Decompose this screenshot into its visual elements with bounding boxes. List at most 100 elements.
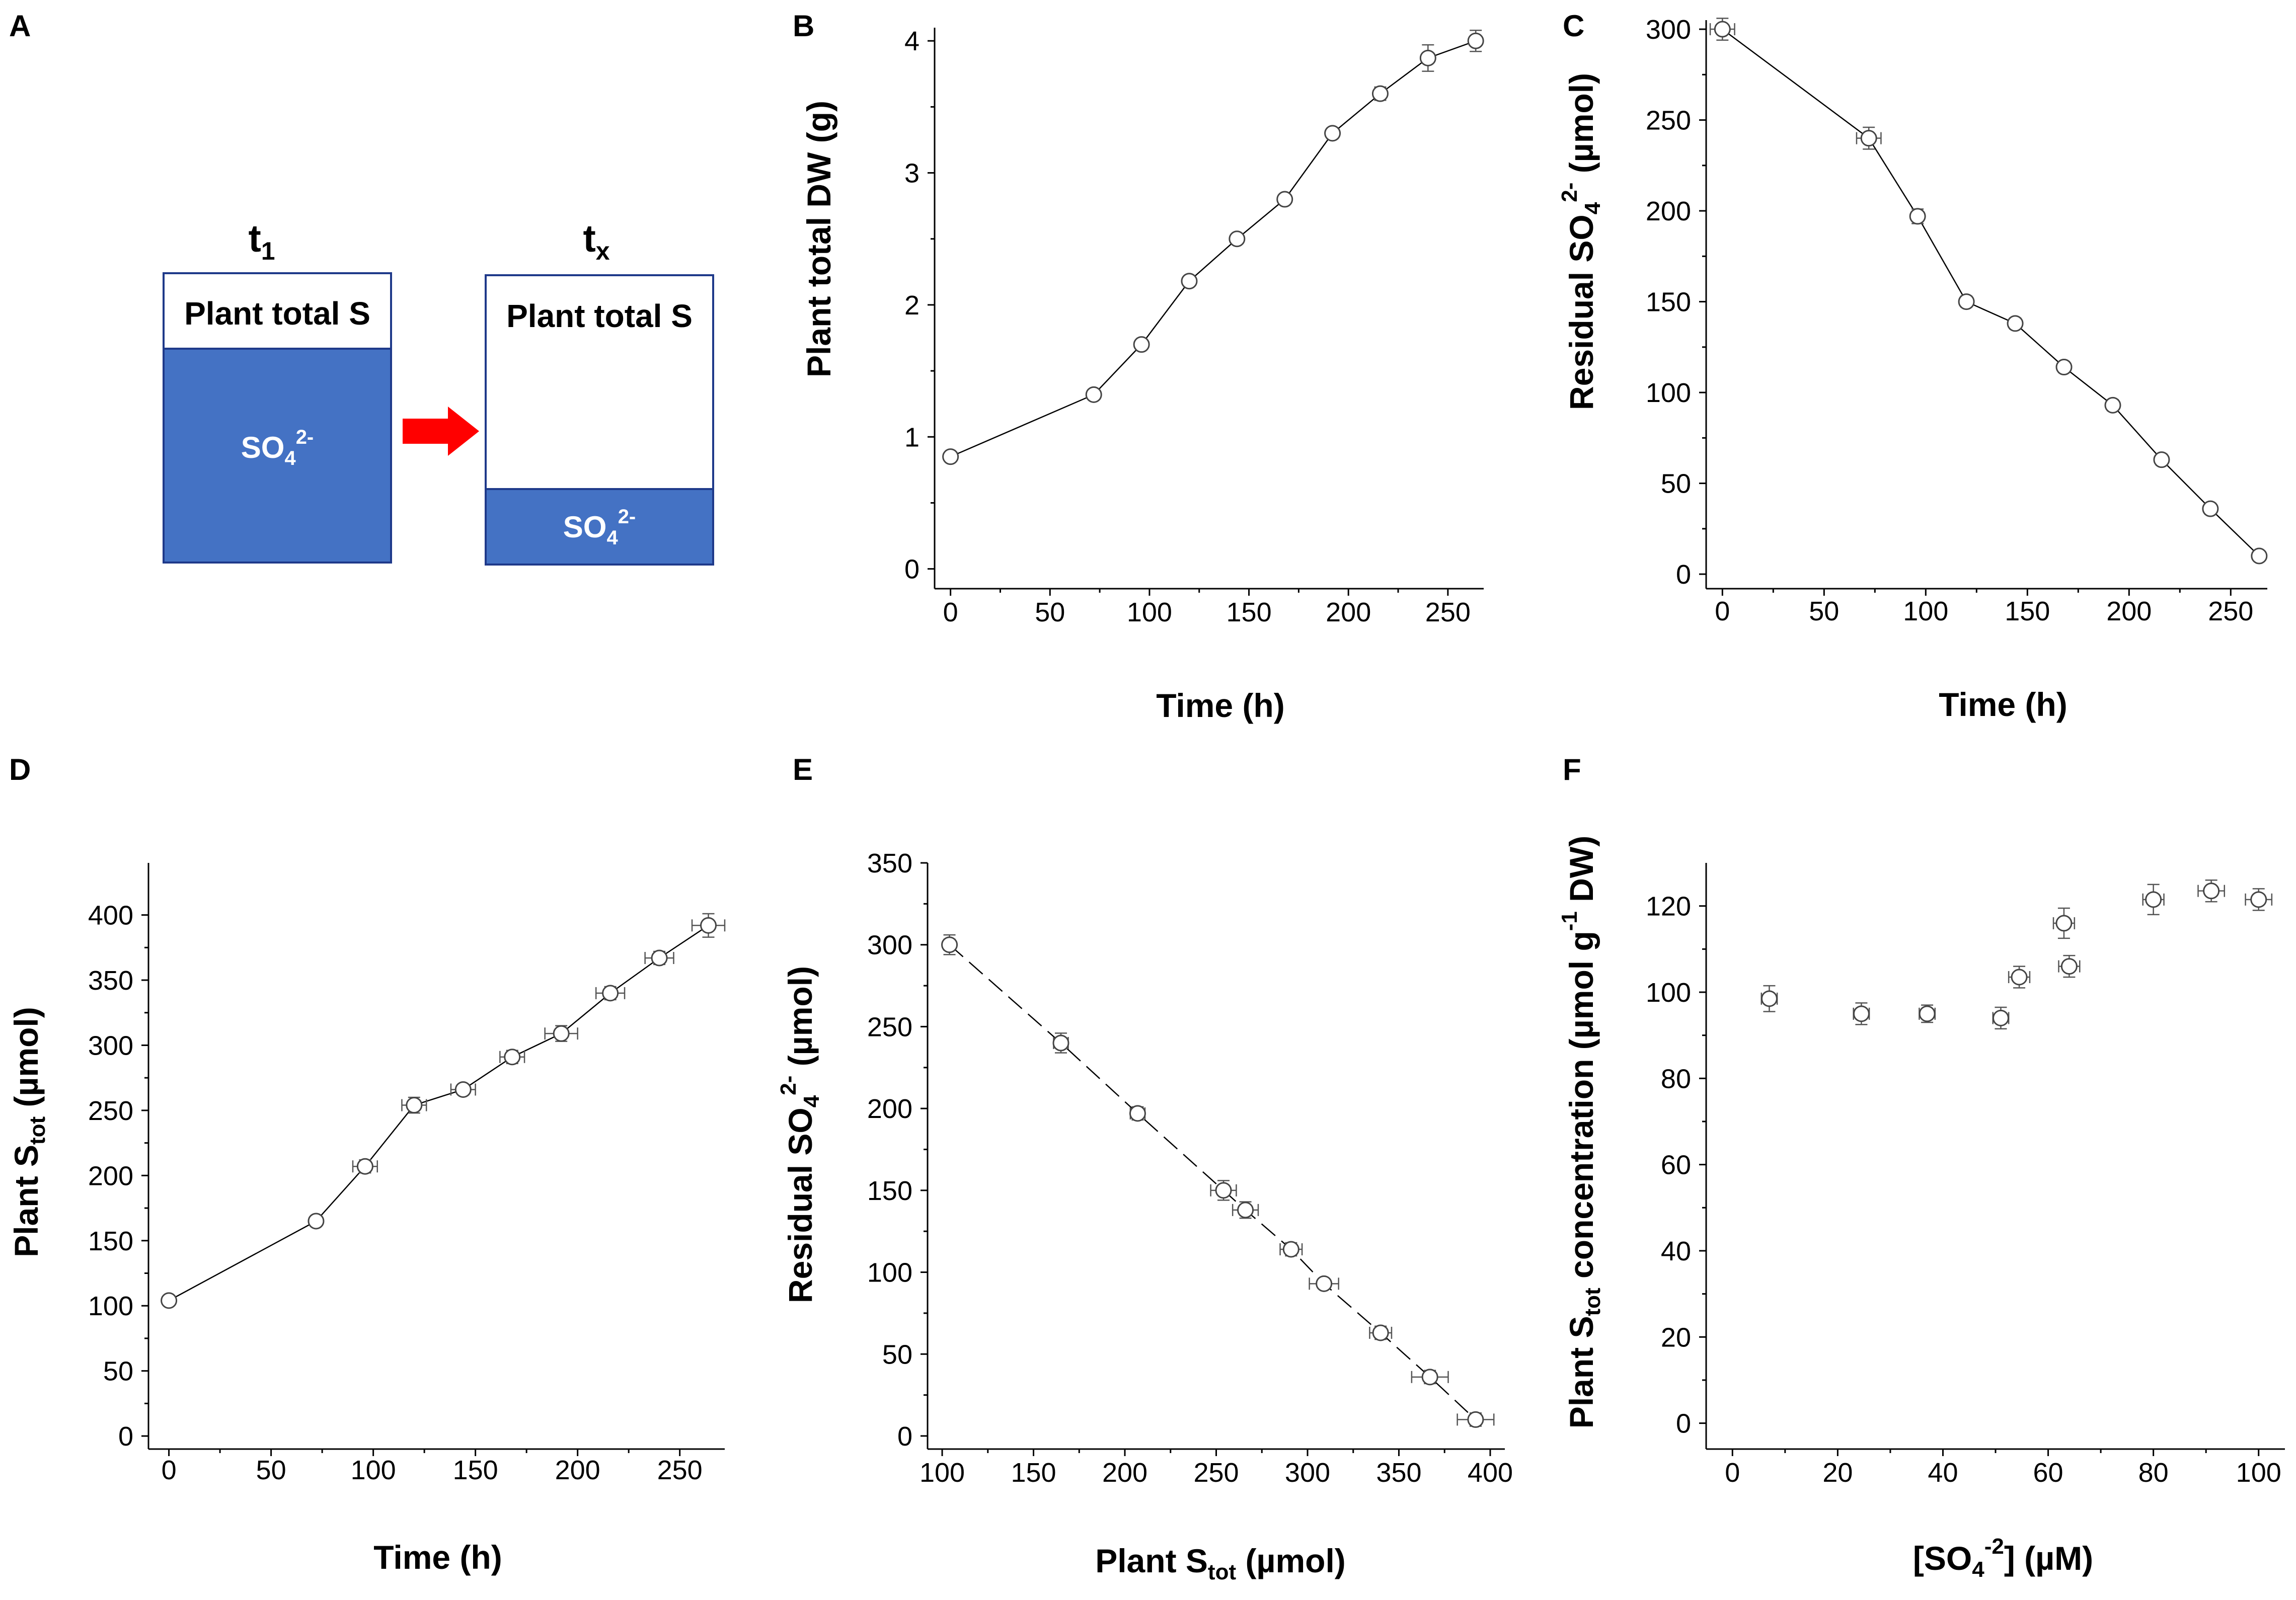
chart-f-ytick-label: 60 (1661, 1150, 1691, 1180)
chart-e-data-point (1216, 1183, 1231, 1198)
chart-b-xtick-label: 250 (1425, 597, 1471, 627)
chart-f-xtick-label: 80 (2138, 1458, 2169, 1488)
chart-f-ytick-label: 0 (1676, 1409, 1691, 1439)
chart-e-ytick-label: 50 (882, 1339, 912, 1370)
chart-d-data-point (309, 1214, 324, 1229)
chart-b-ytick-label: 2 (904, 290, 920, 321)
chart-d-ytick-label: 0 (118, 1421, 133, 1452)
chart-e-ytick-label: 100 (867, 1258, 912, 1288)
chart-d-data-point (554, 1026, 569, 1041)
chart-e-xtick-label: 400 (1468, 1458, 1513, 1488)
chart-f-ylabel: Plant Stot concentration (µmol g-1 DW) (1557, 836, 1605, 1428)
chart-c-ylabel: Residual SO42- (µmol) (1557, 73, 1605, 410)
chart-d: Plant Stot (µmol) Time (h) 0 50 100 150 200 2… (8, 863, 725, 1576)
chart-c-data-point (2056, 360, 2072, 375)
chart-d-data-point (407, 1098, 422, 1113)
chart-b-ytick-label: 1 (904, 422, 920, 452)
chart-f-data-point (1920, 1006, 1935, 1021)
chart-d-xtick-label: 0 (162, 1455, 177, 1485)
chart-c-ytick-label: 50 (1661, 469, 1691, 499)
chart-e-xtick-label: 100 (920, 1458, 965, 1488)
chart-b-data-point (1086, 387, 1101, 402)
chart-e-ytick-label: 0 (897, 1421, 912, 1452)
chart-f-xtick-label: 40 (1928, 1458, 1958, 1488)
chart-f-data-point (2251, 892, 2266, 907)
chart-c-xtick-label: 100 (1903, 596, 1948, 626)
chart-e-ytick-label: 300 (867, 930, 912, 961)
chart-f-xtick-label: 20 (1822, 1458, 1853, 1488)
chart-c-xtick-label: 0 (1715, 596, 1730, 626)
chart-b-xtick-label: 50 (1035, 597, 1065, 627)
chart-f-ytick-label: 100 (1646, 978, 1691, 1008)
t1-label: t1 (248, 217, 275, 265)
chart-d-ytick-label: 300 (88, 1030, 133, 1061)
chart-e-xtick-label: 250 (1193, 1458, 1239, 1488)
chart-c-xtick-label: 250 (2208, 596, 2253, 626)
panel-label-c: C (1563, 9, 1584, 43)
chart-f: Plant Stot concentration (µmol g-1 DW) [… (1557, 836, 2285, 1582)
chart-c-data-point (1910, 209, 1925, 224)
chart-d-ytick-label: 50 (103, 1356, 133, 1387)
chart-f-data-point (2056, 916, 2072, 931)
chart-c-data-point (2252, 548, 2267, 564)
box-tx-label: Plant total S (506, 298, 693, 334)
chart-e-xtick-label: 200 (1102, 1458, 1147, 1488)
chart-d-data-point (357, 1159, 372, 1174)
chart-c-ytick-label: 250 (1646, 106, 1691, 136)
chart-c-ytick-label: 300 (1646, 15, 1691, 45)
chart-e-series-line (950, 945, 1476, 1420)
panel-label-d: D (9, 753, 31, 786)
chart-f-data-point (1762, 991, 1777, 1006)
chart-d-xtick-label: 150 (453, 1455, 498, 1485)
chart-f-ytick-label: 80 (1661, 1064, 1691, 1094)
chart-c-xtick-label: 150 (2005, 596, 2050, 626)
chart-f-ytick-label: 120 (1646, 892, 1691, 922)
chart-b-ytick-label: 4 (904, 26, 920, 56)
chart-f-data-point (2204, 884, 2219, 899)
chart-d-xtick-label: 250 (657, 1455, 703, 1485)
chart-d-data-point (455, 1082, 471, 1097)
chart-e-data-point (1283, 1242, 1298, 1257)
chart-e-data-point (1130, 1106, 1145, 1121)
chart-e-data-point (1468, 1412, 1483, 1427)
panel-label-a: A (9, 9, 31, 43)
chart-e-ytick-label: 250 (867, 1012, 912, 1042)
chart-c-xtick-label: 50 (1809, 596, 1839, 626)
chart-e-data-point (1317, 1276, 1332, 1291)
chart-c-data-point (1861, 131, 1876, 146)
chart-e-data-point (1373, 1325, 1388, 1340)
chart-f-ytick-label: 20 (1661, 1322, 1691, 1352)
arrow-icon (403, 407, 479, 456)
chart-d-ytick-label: 150 (88, 1226, 133, 1256)
chart-f-data-point (2146, 892, 2161, 907)
chart-b-ytick-label: 0 (904, 554, 920, 585)
chart-b-data-point (1372, 86, 1388, 101)
chart-e-data-point (942, 937, 957, 952)
chart-f-xtick-label: 100 (2236, 1458, 2281, 1488)
chart-f-data-point (1854, 1006, 1869, 1021)
chart-c-ytick-label: 0 (1676, 559, 1691, 590)
chart-d-xtick-label: 200 (555, 1455, 600, 1485)
chart-b-xlabel: Time (h) (1156, 687, 1284, 724)
chart-b-data-point (1134, 337, 1149, 352)
chart-f-xtick-label: 0 (1725, 1458, 1740, 1488)
chart-b-data-point (943, 449, 958, 464)
chart-b-xtick-label: 0 (943, 597, 958, 627)
chart-d-ytick-label: 100 (88, 1291, 133, 1321)
chart-b-data-point (1325, 126, 1340, 141)
chart-c-data-point (2105, 397, 2120, 413)
chart-d-xtick-label: 100 (351, 1455, 396, 1485)
chart-c-ytick-label: 200 (1646, 196, 1691, 226)
chart-b-series-line (951, 41, 1476, 456)
chart-e-xtick-label: 150 (1011, 1458, 1056, 1488)
chart-d-data-point (652, 950, 667, 966)
chart-d-ytick-label: 250 (88, 1096, 133, 1126)
chart-f-xtick-label: 60 (2033, 1458, 2063, 1488)
chart-e-data-point (1238, 1203, 1253, 1218)
tx-label: tx (583, 217, 609, 265)
chart-b-data-point (1420, 50, 1435, 65)
chart-b-data-point (1230, 231, 1245, 247)
chart-d-ytick-label: 200 (88, 1161, 133, 1191)
chart-e-ytick-label: 150 (867, 1176, 912, 1206)
chart-b-xtick-label: 200 (1326, 597, 1371, 627)
